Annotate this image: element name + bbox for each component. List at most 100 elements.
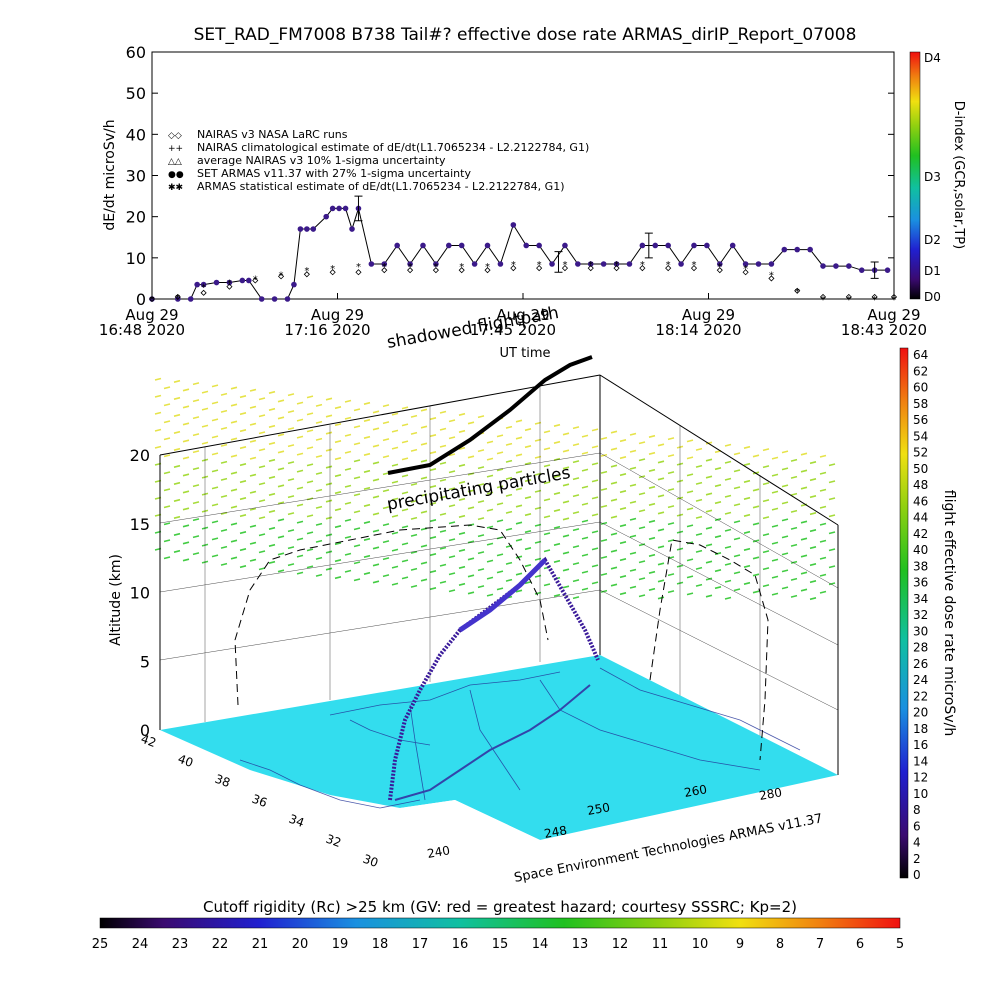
particle-vector (771, 541, 779, 545)
dindex-tick-label: D3 (924, 170, 941, 184)
particle-vector (420, 544, 428, 548)
armas-data-point (523, 242, 530, 249)
rc-tick-label: 13 (572, 937, 589, 952)
particle-vector (524, 445, 532, 449)
particle-vector (173, 379, 181, 383)
particle-vector (553, 508, 561, 512)
particle-vector (809, 529, 817, 533)
particle-vector (591, 428, 599, 432)
top-x-tick-date: Aug 29 (496, 306, 549, 324)
armas-data-point (742, 261, 749, 267)
particle-vector (448, 555, 456, 559)
particle-vector (686, 592, 694, 596)
particle-vector (439, 563, 447, 567)
particle-vector (211, 469, 219, 473)
particle-vector (762, 567, 770, 571)
particle-vector (306, 480, 314, 484)
particle-vector (363, 503, 371, 507)
particle-vector (657, 579, 665, 583)
particle-vector (448, 453, 456, 457)
top-y-tick-label: 50 (126, 84, 146, 103)
precipitating-particles-label: precipitating particles (385, 463, 572, 515)
particle-vector (154, 445, 162, 449)
particle-vector (695, 481, 703, 485)
nairas-data-point (587, 265, 594, 272)
particle-vector (458, 412, 466, 416)
particle-vector (724, 460, 732, 464)
particle-vector (239, 548, 247, 552)
particle-vector (334, 457, 342, 461)
particle-vector (268, 526, 276, 530)
particle-vector (296, 452, 304, 456)
particle-vector (429, 485, 437, 489)
longitude-tick-label: 280 (758, 785, 783, 803)
particle-vector (315, 488, 323, 492)
particle-vector (420, 442, 428, 446)
particle-vector (211, 401, 219, 405)
nairas-data-point (794, 287, 801, 294)
particle-vector (258, 533, 266, 537)
armas-data-point (446, 242, 452, 249)
particle-vector (553, 423, 561, 427)
particle-vector (771, 592, 779, 596)
particle-vector (344, 535, 352, 539)
particle-vector (420, 425, 428, 429)
particle-vector (230, 539, 238, 543)
armas-data-point (271, 296, 278, 302)
particle-vector (629, 534, 637, 538)
nairas-data-point (510, 265, 517, 272)
armas-data-point (626, 261, 633, 267)
particle-vector (828, 497, 836, 501)
particle-vector (733, 554, 741, 558)
particle-vector (382, 540, 390, 544)
particle-vector (591, 547, 599, 551)
particle-vector (353, 510, 361, 514)
particle-vector (828, 463, 836, 467)
particle-vector (277, 467, 285, 471)
particle-vector (657, 528, 665, 532)
particle-vector (819, 590, 827, 594)
legend-entry: ARMAS statistical estimate of dE/dt(L1.7… (197, 180, 564, 193)
particle-vector (277, 535, 285, 539)
particle-vector (572, 460, 580, 464)
particle-vector (828, 548, 836, 552)
particle-vector (828, 480, 836, 484)
particle-vector (572, 528, 580, 532)
particle-vector (524, 479, 532, 483)
particle-vector (268, 407, 276, 411)
armas-data-point (187, 296, 194, 302)
particle-vector (486, 491, 494, 495)
particle-vector (410, 516, 418, 520)
particle-vector (591, 445, 599, 449)
armas-stat-data-point: * (330, 264, 335, 275)
particle-vector (705, 475, 713, 479)
particle-vector (182, 439, 190, 443)
nairas-data-point (716, 267, 723, 274)
particle-vector (230, 471, 238, 475)
particle-vector (553, 440, 561, 444)
top-y-axis-label: dE/dt microSv/h (102, 119, 118, 230)
dose-tick-label: 58 (913, 397, 928, 411)
particle-vector (562, 568, 570, 572)
particle-vector (790, 560, 798, 564)
rc-tick-label: 9 (736, 937, 744, 952)
armas-data-point (394, 242, 400, 249)
particle-vector (201, 390, 209, 394)
longitude-tick-label: 240 (426, 843, 451, 861)
top-x-tick-time: 17:45 2020 (470, 321, 556, 339)
particle-vector (610, 430, 618, 434)
particle-vector (363, 418, 371, 422)
dose-tick-label: 56 (913, 413, 928, 427)
particle-vector (648, 468, 656, 472)
particle-vector (344, 467, 352, 471)
particle-vector (296, 401, 304, 405)
particle-vector (743, 496, 751, 500)
particle-vector (410, 499, 418, 503)
particle-vector (467, 506, 475, 510)
particle-vector (714, 467, 722, 471)
particle-vector (800, 452, 808, 456)
particle-vector (496, 502, 504, 506)
particle-vector (771, 575, 779, 579)
